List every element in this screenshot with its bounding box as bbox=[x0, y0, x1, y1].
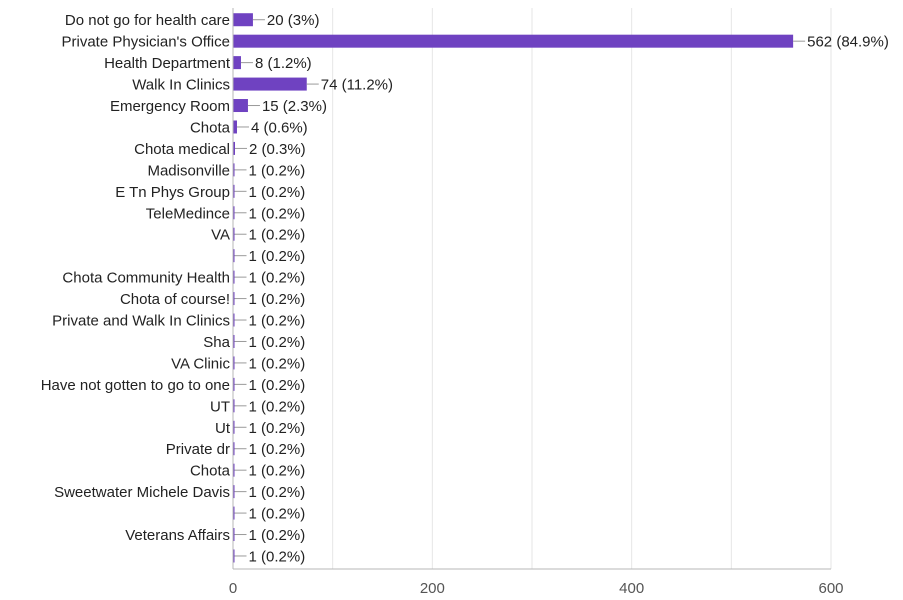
bar bbox=[233, 463, 235, 477]
data-label: 1 (0.2%) bbox=[249, 398, 306, 415]
data-label: 1 (0.2%) bbox=[249, 484, 306, 501]
bars bbox=[233, 13, 794, 563]
bar bbox=[233, 334, 235, 348]
bar bbox=[233, 549, 235, 563]
category-label: Chota bbox=[190, 463, 231, 480]
bar bbox=[233, 420, 235, 434]
category-label: Do not go for health care bbox=[65, 12, 230, 29]
data-label: 1 (0.2%) bbox=[249, 377, 306, 394]
bar bbox=[233, 313, 235, 327]
category-label: Emergency Room bbox=[110, 98, 230, 115]
category-label: Chota of course! bbox=[120, 291, 230, 308]
category-label: Chota Community Health bbox=[62, 270, 230, 287]
data-label: 1 (0.2%) bbox=[249, 420, 306, 437]
data-label: 15 (2.3%) bbox=[262, 98, 327, 115]
data-label: 1 (0.2%) bbox=[249, 162, 306, 179]
category-label: Ut bbox=[215, 420, 231, 437]
category-label: Walk In Clinics bbox=[132, 77, 230, 94]
bar bbox=[233, 34, 794, 48]
data-label: 1 (0.2%) bbox=[249, 313, 306, 330]
bar bbox=[233, 184, 235, 198]
x-tick-label: 0 bbox=[229, 580, 237, 595]
bar bbox=[233, 442, 235, 456]
category-label: Sweetwater Michele Davis bbox=[54, 484, 230, 501]
bar bbox=[233, 506, 235, 520]
bar bbox=[233, 141, 235, 155]
category-label: TeleMedince bbox=[146, 205, 230, 222]
category-label: Madisonville bbox=[147, 162, 230, 179]
bar bbox=[233, 99, 248, 113]
category-label: Chota medical bbox=[134, 141, 230, 158]
data-label: 1 (0.2%) bbox=[249, 527, 306, 544]
bar bbox=[233, 163, 235, 177]
data-label: 1 (0.2%) bbox=[249, 270, 306, 287]
bar bbox=[233, 356, 235, 370]
x-tick-label: 200 bbox=[420, 580, 445, 595]
category-label: Have not gotten to go to one bbox=[41, 377, 230, 394]
data-label: 1 (0.2%) bbox=[249, 355, 306, 372]
bar bbox=[233, 270, 235, 284]
data-label: 562 (84.9%) bbox=[807, 34, 889, 51]
data-label: 2 (0.3%) bbox=[249, 141, 306, 158]
bar bbox=[233, 485, 235, 499]
x-tick-label: 400 bbox=[619, 580, 644, 595]
bar bbox=[233, 227, 235, 241]
data-label: 1 (0.2%) bbox=[249, 441, 306, 458]
bar bbox=[233, 292, 235, 306]
data-label: 1 (0.2%) bbox=[249, 248, 306, 265]
bar bbox=[233, 399, 235, 413]
leader-lines bbox=[234, 19, 806, 557]
category-label: E Tn Phys Group bbox=[115, 184, 230, 201]
bar bbox=[233, 56, 241, 70]
data-label: 8 (1.2%) bbox=[255, 55, 312, 72]
category-label: VA bbox=[211, 227, 230, 244]
data-label: 1 (0.2%) bbox=[249, 506, 306, 523]
category-label: Private dr bbox=[166, 441, 230, 458]
gridlines bbox=[332, 8, 832, 569]
data-label: 1 (0.2%) bbox=[249, 205, 306, 222]
data-label: 1 (0.2%) bbox=[249, 227, 306, 244]
data-label: 1 (0.2%) bbox=[249, 463, 306, 480]
bar bbox=[233, 377, 235, 391]
category-label: Private Physician's Office bbox=[62, 34, 231, 51]
labels: 20 (3%) Do not go for health care 562 (84.… bbox=[41, 12, 889, 565]
category-label: Private and Walk In Clinics bbox=[52, 313, 230, 330]
bar bbox=[233, 77, 307, 91]
axes: 0 200 400 600 bbox=[229, 8, 844, 597]
bar bbox=[233, 206, 235, 220]
bar bbox=[233, 249, 235, 263]
data-label: 4 (0.6%) bbox=[251, 119, 308, 136]
category-label: Chota bbox=[190, 119, 231, 136]
data-label: 1 (0.2%) bbox=[249, 334, 306, 351]
data-label: 1 (0.2%) bbox=[249, 184, 306, 201]
data-label: 74 (11.2%) bbox=[321, 77, 393, 94]
category-label: Veterans Affairs bbox=[125, 527, 230, 544]
data-label: 1 (0.2%) bbox=[249, 291, 306, 308]
data-label: 20 (3%) bbox=[267, 12, 320, 29]
category-label: Sha bbox=[203, 334, 230, 351]
x-tick-label: 600 bbox=[818, 580, 843, 595]
category-label: VA Clinic bbox=[171, 355, 230, 372]
bar bbox=[233, 13, 253, 27]
bar bbox=[233, 120, 237, 134]
category-label: UT bbox=[210, 398, 230, 415]
category-label: Health Department bbox=[104, 55, 231, 72]
data-label: 1 (0.2%) bbox=[249, 548, 306, 565]
bar bbox=[233, 528, 235, 542]
